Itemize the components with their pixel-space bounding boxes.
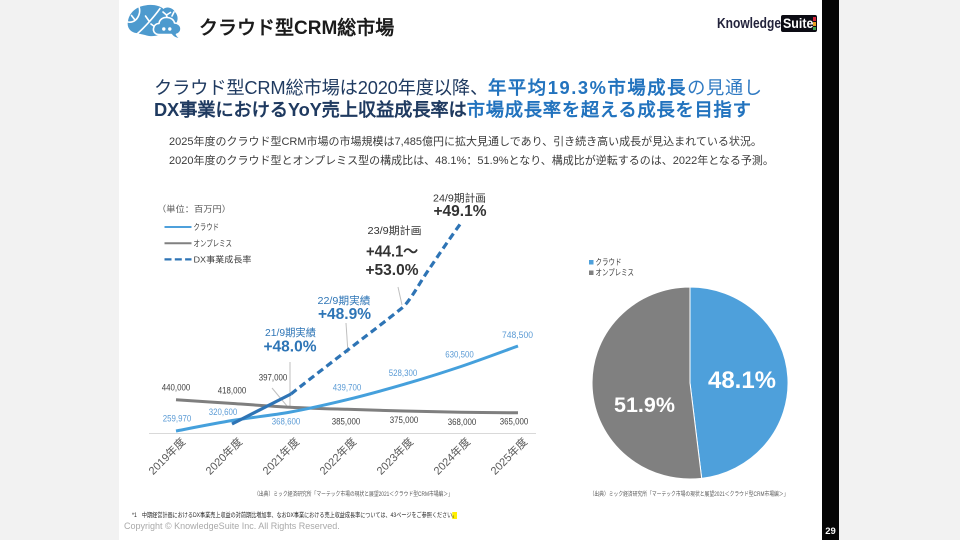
svg-text:オンプレミス: オンプレミス xyxy=(596,267,635,277)
svg-text:（単位：百万円）: （単位：百万円） xyxy=(157,204,231,214)
svg-text:21/9期実績: 21/9期実績 xyxy=(265,326,316,339)
svg-text:オンプレミス: オンプレミス xyxy=(194,238,233,248)
svg-text:368,600: 368,600 xyxy=(272,417,301,427)
svg-text:440,000: 440,000 xyxy=(162,383,191,393)
svg-text:クラウド: クラウド xyxy=(596,257,622,267)
svg-text:+48.0%: +48.0% xyxy=(263,339,316,356)
svg-text:（出典）ミック経済研究所「マーテック市場の現状と展望2021: （出典）ミック経済研究所「マーテック市場の現状と展望2021＜クラウド型CRM市… xyxy=(590,489,789,498)
svg-text:23/9期計画: 23/9期計画 xyxy=(368,224,422,237)
svg-text:2019年度: 2019年度 xyxy=(145,435,188,478)
svg-text:48.1%: 48.1% xyxy=(708,367,776,394)
svg-text:2021年度: 2021年度 xyxy=(259,435,302,478)
svg-text:+48.9%: +48.9% xyxy=(318,306,371,323)
svg-text:+49.1%: +49.1% xyxy=(433,203,486,220)
svg-text:397,000: 397,000 xyxy=(259,373,288,383)
svg-text:368,000: 368,000 xyxy=(448,417,477,427)
svg-text:418,000: 418,000 xyxy=(218,386,247,396)
svg-text:2025年度: 2025年度 xyxy=(487,435,530,478)
svg-text:2024年度: 2024年度 xyxy=(430,435,473,478)
svg-text:748,500: 748,500 xyxy=(502,330,533,340)
svg-text:（出典）ミック経済研究所「マーテック市場の現状と展望2021: （出典）ミック経済研究所「マーテック市場の現状と展望2021＜クラウド型CRM市… xyxy=(254,489,453,498)
svg-text:259,970: 259,970 xyxy=(163,414,192,424)
svg-text:クラウド: クラウド xyxy=(194,222,220,232)
svg-text:+53.0%: +53.0% xyxy=(365,262,418,279)
svg-text:2023年度: 2023年度 xyxy=(373,435,416,478)
svg-text:439,700: 439,700 xyxy=(333,383,362,393)
svg-text:375,000: 375,000 xyxy=(390,415,419,425)
svg-text:528,300: 528,300 xyxy=(389,368,418,378)
svg-text:DX事業成長率: DX事業成長率 xyxy=(194,254,253,264)
svg-text:385,000: 385,000 xyxy=(332,417,361,427)
svg-text:24/9期計画: 24/9期計画 xyxy=(433,192,486,205)
svg-text:51.9%: 51.9% xyxy=(614,393,675,417)
svg-text:2020年度: 2020年度 xyxy=(202,435,245,478)
svg-text:320,600: 320,600 xyxy=(209,407,238,417)
svg-text:+44.1～: +44.1～ xyxy=(366,244,418,261)
svg-text:630,500: 630,500 xyxy=(445,350,474,360)
svg-text:365,000: 365,000 xyxy=(500,417,529,427)
svg-text:2022年度: 2022年度 xyxy=(316,435,359,478)
svg-text:22/9期実績: 22/9期実績 xyxy=(318,294,372,307)
